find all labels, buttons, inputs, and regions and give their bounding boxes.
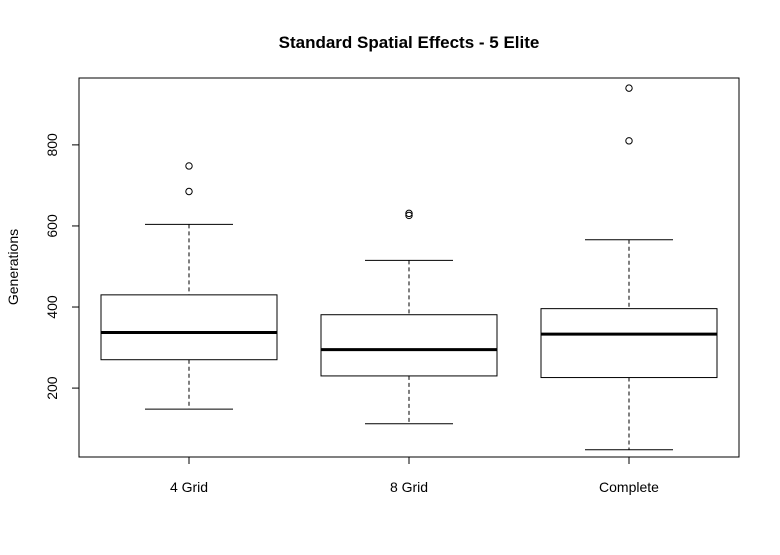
x-tick-label: 4 Grid: [170, 479, 208, 495]
y-tick-label: 200: [44, 376, 60, 400]
y-axis-label: Generations: [5, 229, 21, 305]
chart-title: Standard Spatial Effects - 5 Elite: [279, 33, 540, 52]
y-tick-label: 400: [44, 295, 60, 319]
iqr-box: [540, 308, 718, 379]
outlier-point: [405, 209, 413, 218]
y-tick-label: 600: [44, 214, 60, 238]
outlier-point: [405, 211, 413, 220]
x-tick-label: 8 Grid: [390, 479, 428, 495]
iqr-box: [100, 294, 278, 361]
box-4-grid: [100, 162, 278, 410]
plot-area: [100, 84, 718, 451]
outlier-point: [185, 187, 193, 196]
box-8-grid: [320, 209, 498, 425]
box-complete: [540, 84, 718, 451]
x-tick-label: Complete: [599, 479, 659, 495]
outlier-point: [185, 162, 193, 170]
iqr-box: [320, 314, 498, 377]
y-tick-label: 800: [44, 133, 60, 157]
outlier-point: [625, 137, 633, 145]
outlier-point: [625, 84, 633, 92]
